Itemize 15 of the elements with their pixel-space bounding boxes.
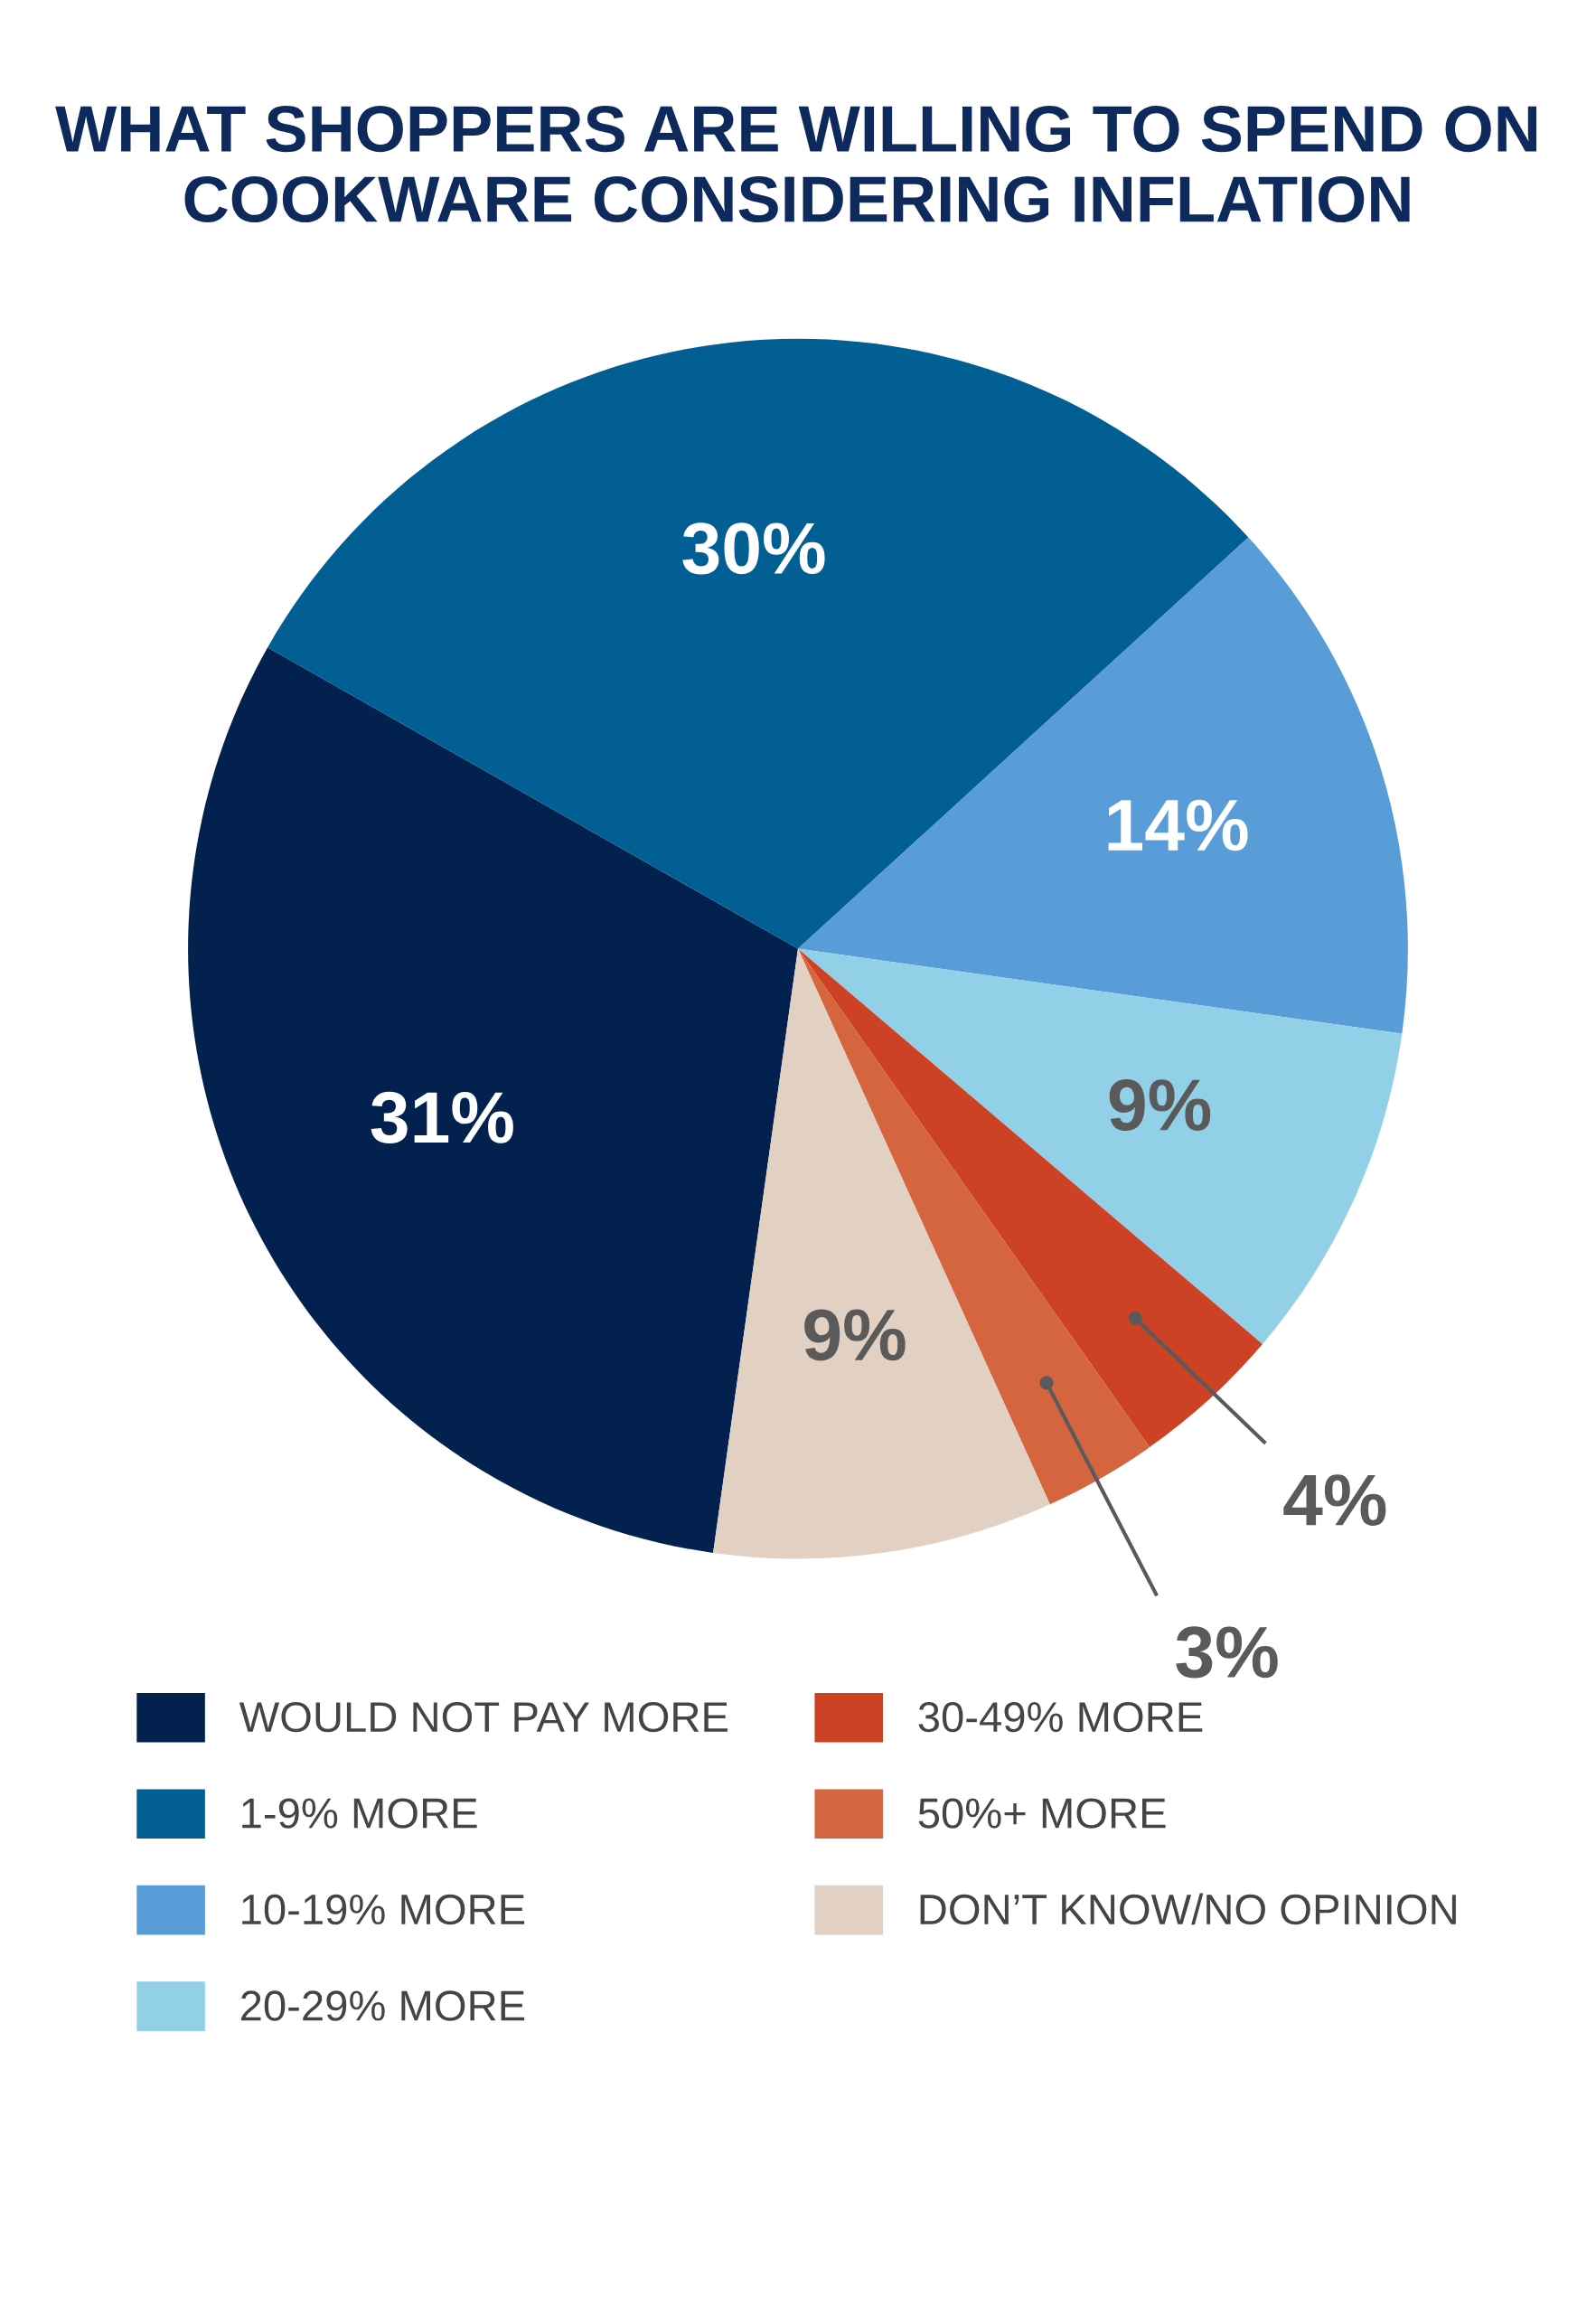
data-label: 30% [682,522,825,575]
chart-title: WHAT SHOPPERS ARE WILLING TO SPEND ON COOKWARE CONSIDERING INFLATION [55,106,1537,223]
data-label: 14% [1108,799,1248,851]
legend-label: DON’T KNOW/NO OPINION [920,1893,1456,1925]
legend-label: WOULD NOT PAY MORE [239,1701,728,1733]
data-label: 31% [371,1091,513,1144]
legend-label: 20-29% MORE [241,1990,525,2021]
legend-label: 50%+ MORE [918,1798,1166,1829]
data-label: 9% [1109,1079,1211,1132]
legend-label: 10-19% MORE [242,1894,525,1925]
legend-label: 1-9% MORE [242,1798,477,1829]
data-label: 4% [1283,1474,1386,1526]
legend-label: 30-49% MORE [918,1701,1203,1733]
data-label: 3% [1176,1626,1278,1679]
data-label: 9% [804,1309,906,1361]
